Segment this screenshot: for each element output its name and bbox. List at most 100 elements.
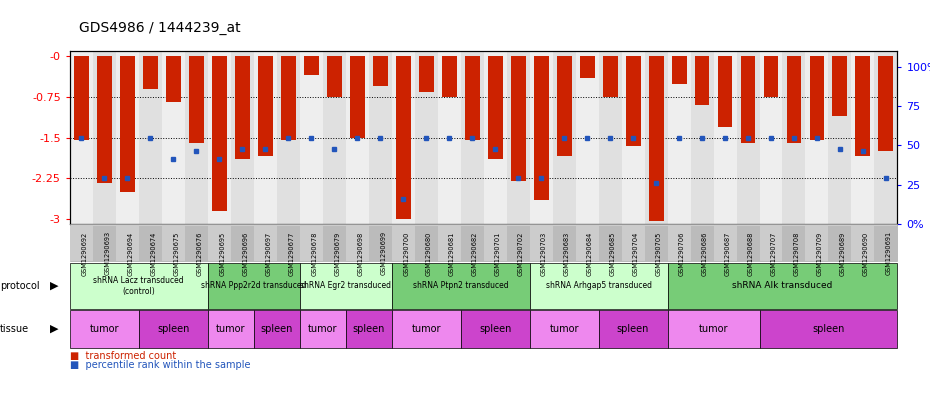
Bar [207,51,231,224]
Text: spleen: spleen [617,324,649,334]
Text: GSM1290704: GSM1290704 [633,231,639,275]
Text: GSM1290682: GSM1290682 [472,231,478,275]
Bar [874,51,897,224]
Text: shRNA Arhgap5 transduced: shRNA Arhgap5 transduced [546,281,652,290]
Bar [829,51,852,224]
Text: GSM1290709: GSM1290709 [817,231,823,275]
Bar [254,51,276,224]
Text: GSM1290684: GSM1290684 [587,231,593,275]
Text: GSM1290698: GSM1290698 [357,231,363,275]
Bar [737,51,760,224]
Text: GSM1290676: GSM1290676 [196,231,202,275]
Bar [93,51,115,224]
Bar [142,57,158,89]
Bar [671,57,686,83]
Bar [507,51,529,224]
Text: GSM1290707: GSM1290707 [771,231,777,275]
Text: shRNA Alk transduced: shRNA Alk transduced [732,281,832,290]
Bar [621,51,644,224]
Text: tumor: tumor [216,324,246,334]
Text: GSM1290705: GSM1290705 [656,231,662,275]
Bar [787,57,802,143]
Bar [626,57,641,146]
Bar [556,57,572,156]
Bar [70,51,93,224]
Bar [487,57,502,159]
Bar [713,51,737,224]
Text: shRNA Ptpn2 transduced: shRNA Ptpn2 transduced [413,281,509,290]
Text: GSM1290692: GSM1290692 [81,231,87,275]
Bar [415,51,438,224]
Bar [695,57,710,105]
Text: GSM1290702: GSM1290702 [518,231,525,275]
Bar [276,51,299,224]
Bar [579,57,594,78]
Bar [162,51,185,224]
Bar [832,57,847,116]
Text: GSM1290680: GSM1290680 [426,231,432,275]
Text: GSM1290700: GSM1290700 [403,231,409,275]
Bar [809,57,825,140]
Text: protocol: protocol [0,281,40,291]
Bar [599,51,621,224]
Text: GSM1290679: GSM1290679 [334,231,340,275]
Text: GSM1290675: GSM1290675 [173,231,179,275]
Text: GSM1290686: GSM1290686 [702,231,708,275]
Text: ■  percentile rank within the sample: ■ percentile rank within the sample [70,360,250,371]
Text: GSM1290701: GSM1290701 [495,231,501,275]
Bar [326,57,341,97]
Text: spleen: spleen [157,324,190,334]
Bar [442,57,457,97]
Bar [234,57,249,159]
Bar [258,57,272,156]
Bar [368,51,392,224]
Bar [373,57,388,86]
Text: tissue: tissue [0,324,29,334]
Bar [511,57,525,181]
Text: shRNA Egr2 transduced: shRNA Egr2 transduced [300,281,392,290]
Text: GSM1290703: GSM1290703 [541,231,547,275]
Text: GSM1290687: GSM1290687 [725,231,731,275]
Bar [740,57,755,143]
Text: tumor: tumor [89,324,119,334]
Text: spleen: spleen [479,324,512,334]
Bar [648,57,663,221]
Bar [690,51,713,224]
Text: tumor: tumor [308,324,338,334]
Bar [529,51,552,224]
Text: spleen: spleen [812,324,844,334]
Bar [73,57,88,140]
Bar [346,51,368,224]
Text: GSM1290674: GSM1290674 [151,231,156,275]
Bar [764,57,778,97]
Text: tumor: tumor [698,324,728,334]
Bar [805,51,829,224]
Text: GSM1290695: GSM1290695 [219,231,225,275]
Text: shRNA Lacz transduced
(control): shRNA Lacz transduced (control) [93,276,184,296]
Bar [644,51,668,224]
Text: GSM1290685: GSM1290685 [610,231,616,275]
Bar [484,51,507,224]
Bar [299,51,323,224]
Bar [465,57,480,140]
Bar [166,57,180,103]
Text: ▶: ▶ [49,281,59,291]
Bar [576,51,599,224]
Bar [856,57,870,156]
Bar [438,51,460,224]
Bar [139,51,162,224]
Text: GSM1290697: GSM1290697 [265,231,272,275]
Bar [231,51,254,224]
Bar [392,51,415,224]
Bar [782,51,805,224]
Text: GSM1290691: GSM1290691 [886,231,892,275]
Bar [395,57,411,219]
Bar [115,51,139,224]
Bar [718,57,733,127]
Bar [189,57,204,143]
Bar [212,57,227,211]
Bar [281,57,296,140]
Text: GSM1290689: GSM1290689 [840,231,846,275]
Text: ▶: ▶ [49,324,59,334]
Text: GSM1290681: GSM1290681 [449,231,455,275]
